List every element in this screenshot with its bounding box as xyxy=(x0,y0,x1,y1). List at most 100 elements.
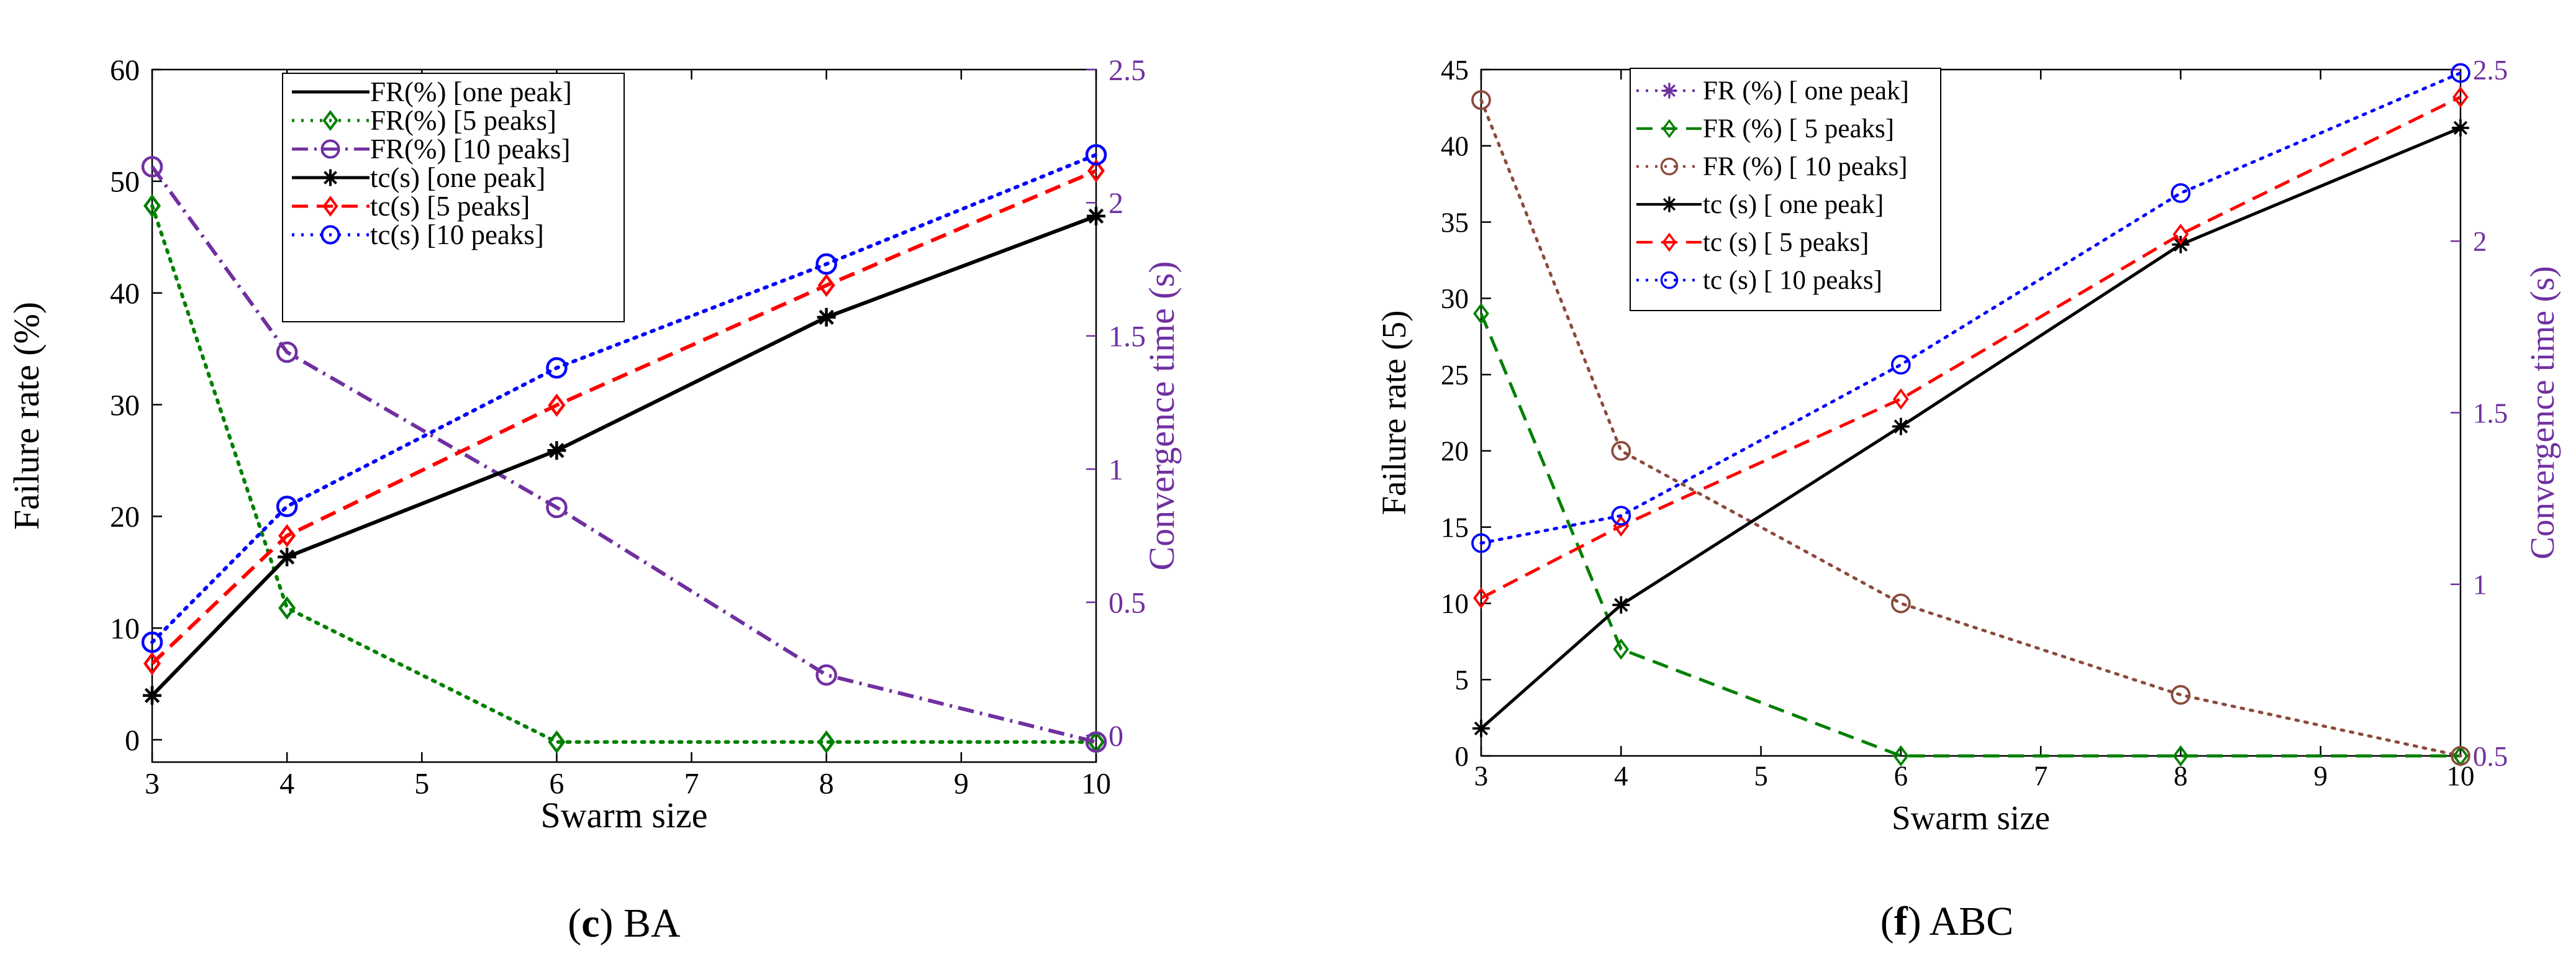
x-tick-label: 4 xyxy=(279,767,294,800)
data-point xyxy=(1473,302,1489,325)
data-point xyxy=(2452,86,2469,108)
data-point xyxy=(141,631,163,653)
caption-text: ABC xyxy=(1921,899,2014,944)
data-point xyxy=(2172,745,2189,767)
y-tick-label: 5 xyxy=(1455,665,1469,696)
legend: FR(%) [one peak]FR(%) [5 peaks]FR(%) [10… xyxy=(282,73,625,322)
series-3 xyxy=(143,206,1105,705)
data-point xyxy=(1890,593,1911,614)
plot-frame xyxy=(1480,68,2462,757)
data-point xyxy=(2170,183,2191,203)
legend-label: FR(%) [one peak] xyxy=(370,76,572,107)
y-axis-label: Failure rate (5) xyxy=(1375,311,1413,516)
data-point xyxy=(548,730,566,754)
y2-tick-label: 2.5 xyxy=(2473,55,2508,86)
series-2 xyxy=(141,156,1107,753)
y2-tick-label: 1.5 xyxy=(2473,398,2508,429)
data-point xyxy=(817,730,835,754)
y2-axis-label: Convergence time (s) xyxy=(1141,261,1182,570)
data-point xyxy=(2170,684,2191,705)
series-line xyxy=(150,204,1098,744)
caption-paren-open: ( xyxy=(568,901,581,946)
y2-tick-label: 2.5 xyxy=(1109,54,1146,87)
data-point xyxy=(2451,63,2470,83)
legend-label: tc(s) [one peak] xyxy=(370,162,545,193)
x-tick-label: 7 xyxy=(684,767,699,800)
legend-label: tc (s) [ 10 peaks] xyxy=(1703,266,1882,295)
panel-caption: (c) BA xyxy=(568,901,681,946)
y2-tick-label: 2 xyxy=(1109,187,1123,220)
y-tick-label: 40 xyxy=(1441,131,1469,162)
legend-label: tc (s) [ one peak] xyxy=(1703,190,1884,219)
series-line xyxy=(150,169,1097,665)
series-1 xyxy=(143,194,1105,754)
data-point xyxy=(548,393,566,417)
x-tick-label: 5 xyxy=(1754,760,1768,791)
data-point xyxy=(817,307,836,327)
legend-label: tc(s) [5 peaks] xyxy=(370,191,530,222)
x-tick-label: 4 xyxy=(1614,760,1628,791)
y-tick-label: 15 xyxy=(1441,512,1469,543)
x-tick-label: 10 xyxy=(1081,767,1111,800)
chart-1: 3 4 5 6 7 8 9 100510152025303540450.511.522.5Sw… xyxy=(1375,55,2561,944)
legend-label: FR (%) [ one peak] xyxy=(1703,76,1909,106)
legend-marker xyxy=(322,110,338,131)
data-point xyxy=(1085,143,1107,166)
y-tick-label: 20 xyxy=(110,501,140,534)
legend-marker xyxy=(1660,157,1679,176)
y-tick-label: 25 xyxy=(1441,360,1469,391)
x-tick-label: 6 xyxy=(1894,760,1908,791)
data-point xyxy=(276,341,298,363)
data-point xyxy=(547,441,566,460)
legend-label: FR (%) [ 5 peaks] xyxy=(1703,114,1894,143)
legend-label: FR(%) [10 peaks] xyxy=(370,134,570,165)
panel-caption: (f) ABC xyxy=(1880,899,2014,944)
data-point xyxy=(276,496,298,517)
y2-tick-label: 0 xyxy=(1109,720,1123,753)
series-5 xyxy=(141,143,1107,653)
legend-box xyxy=(282,73,625,322)
data-point xyxy=(1613,638,1630,660)
y2-tick-label: 1.5 xyxy=(1109,320,1146,353)
data-point xyxy=(1472,719,1490,737)
x-tick-label: 5 xyxy=(414,767,429,800)
y-tick-label: 45 xyxy=(1441,55,1469,86)
data-point xyxy=(815,664,837,686)
x-axis-label: Swarm size xyxy=(1892,799,2050,837)
legend-marker xyxy=(322,196,338,217)
caption-paren-close: ) xyxy=(600,901,614,946)
data-point xyxy=(1087,159,1105,183)
data-point xyxy=(815,253,837,275)
y-tick-label: 40 xyxy=(110,277,140,310)
y-tick-label: 30 xyxy=(1441,283,1469,314)
legend-label: FR(%) [5 peaks] xyxy=(370,105,556,136)
data-point xyxy=(278,547,297,566)
data-point xyxy=(1611,506,1631,526)
y-tick-label: 10 xyxy=(1441,588,1469,619)
legend-label: FR (%) [ 10 peaks] xyxy=(1703,152,1908,181)
series-line xyxy=(1479,98,2462,758)
plot-frame xyxy=(151,68,1097,763)
caption-paren-close: ) xyxy=(1908,899,1921,944)
y-tick-label: 0 xyxy=(125,724,140,757)
legend-marker xyxy=(322,169,339,186)
y-tick-label: 35 xyxy=(1441,207,1469,238)
series-3 xyxy=(1472,119,2469,737)
data-point xyxy=(1893,745,1909,767)
legend-marker xyxy=(1660,271,1679,289)
legend-marker xyxy=(320,139,340,159)
y-tick-label: 60 xyxy=(110,54,140,87)
data-point xyxy=(817,273,835,298)
y-tick-label: 50 xyxy=(110,166,140,199)
x-tick-label: 3 xyxy=(145,767,160,800)
x-tick-label: 3 xyxy=(1474,760,1489,791)
series-4 xyxy=(143,159,1105,676)
y-tick-label: 30 xyxy=(110,389,140,422)
series-4 xyxy=(1473,86,2469,609)
y2-axis-label: Convergence time (s) xyxy=(2523,266,2561,559)
series-line xyxy=(150,153,1098,644)
data-point xyxy=(1471,90,1491,110)
data-point xyxy=(1473,587,1489,609)
y2-tick-label: 0.5 xyxy=(2473,741,2508,772)
